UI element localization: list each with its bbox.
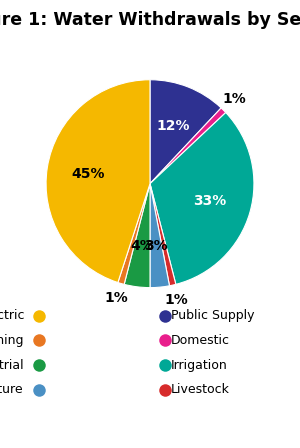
Text: Mining: Mining: [0, 334, 24, 347]
Text: Aquaculture: Aquaculture: [0, 383, 24, 396]
Text: 1%: 1%: [105, 292, 128, 306]
Text: 3%: 3%: [144, 239, 168, 253]
Wedge shape: [150, 112, 254, 284]
Text: 1%: 1%: [164, 293, 188, 307]
Wedge shape: [124, 184, 150, 288]
Text: 45%: 45%: [72, 167, 105, 181]
Text: Thermoelectric: Thermoelectric: [0, 309, 24, 323]
Text: Public Supply: Public Supply: [171, 309, 254, 323]
Wedge shape: [150, 184, 176, 286]
Text: 12%: 12%: [156, 119, 190, 133]
Wedge shape: [118, 184, 150, 284]
Text: 1%: 1%: [223, 92, 246, 106]
Wedge shape: [150, 108, 226, 184]
Text: Domestic: Domestic: [171, 334, 230, 347]
Text: Industrial: Industrial: [0, 358, 24, 372]
Wedge shape: [46, 80, 150, 283]
Wedge shape: [150, 184, 170, 288]
Text: Irrigation: Irrigation: [171, 358, 228, 372]
Text: 33%: 33%: [193, 194, 226, 208]
Text: Figure 1: Water Withdrawals by Sector: Figure 1: Water Withdrawals by Sector: [0, 11, 300, 29]
Text: Livestock: Livestock: [171, 383, 230, 396]
Text: 4%: 4%: [130, 238, 154, 253]
Wedge shape: [150, 80, 221, 184]
